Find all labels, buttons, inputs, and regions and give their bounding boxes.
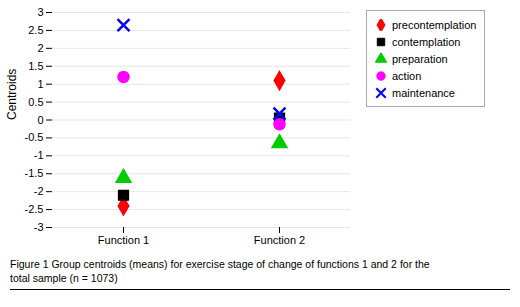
svg-text:2: 2 xyxy=(37,42,43,54)
html-text:action: action xyxy=(392,69,422,82)
svg-text:0: 0 xyxy=(37,114,43,126)
html-text:precontemplation: precontemplation xyxy=(392,18,477,31)
svg-text:0.5: 0.5 xyxy=(28,96,43,108)
html-text:maintenance: maintenance xyxy=(392,86,455,99)
svg-text:Centroids: Centroids xyxy=(5,69,19,120)
html-text:Figure 1 Group centroids (mean: Figure 1 Group centroids (means) for exe… xyxy=(10,258,430,270)
svg-text:Function 2: Function 2 xyxy=(254,234,305,246)
svg-text:-3: -3 xyxy=(34,221,44,233)
svg-text:1.5: 1.5 xyxy=(28,60,43,72)
svg-text:-1: -1 xyxy=(34,149,44,161)
html-text:preparation: preparation xyxy=(392,52,448,65)
html-text:contemplation: contemplation xyxy=(392,35,461,48)
svg-text:-1.5: -1.5 xyxy=(25,167,44,179)
html-text:total sample (n = 1073): total sample (n = 1073) xyxy=(10,272,118,284)
svg-text:-0.5: -0.5 xyxy=(25,131,44,143)
svg-text:3: 3 xyxy=(37,6,43,18)
svg-text:1: 1 xyxy=(37,78,43,90)
svg-text:Function 1: Function 1 xyxy=(98,234,149,246)
svg-text:-2.5: -2.5 xyxy=(25,203,44,215)
svg-text:-2: -2 xyxy=(34,185,44,197)
svg-text:2.5: 2.5 xyxy=(28,24,43,36)
